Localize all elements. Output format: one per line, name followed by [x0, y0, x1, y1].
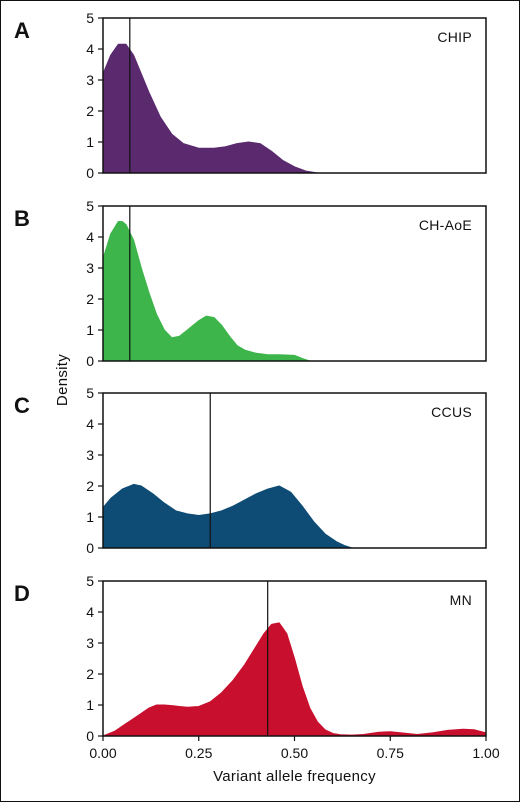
panel-letter-c: C [14, 393, 30, 418]
y-tick-label: 0 [86, 165, 94, 181]
x-tick-label: 0.50 [281, 745, 308, 761]
y-tick-label: 0 [86, 353, 94, 369]
y-tick-label: 1 [86, 697, 94, 713]
y-tick-label: 5 [86, 385, 94, 401]
y-tick-label: 4 [86, 41, 94, 57]
y-tick-label: 0 [86, 540, 94, 556]
x-axis-title: Variant allele frequency [213, 768, 376, 785]
y-tick-label: 2 [86, 478, 94, 494]
y-tick-label: 5 [86, 10, 94, 26]
y-tick-label: 2 [86, 666, 94, 682]
panel-letter-d: D [14, 581, 30, 606]
panel-border-b [102, 205, 487, 362]
panel-letter-a: A [14, 18, 30, 43]
y-tick-label: 2 [86, 103, 94, 119]
panel-letter-b: B [14, 206, 30, 231]
y-tick-label: 4 [86, 229, 94, 245]
y-tick-label: 4 [86, 416, 94, 432]
y-tick-label: 4 [86, 604, 94, 620]
y-tick-label: 2 [86, 291, 94, 307]
x-tick-label: 0.25 [185, 745, 212, 761]
y-tick-label: 3 [86, 260, 94, 276]
density-area-ch-aoe [102, 221, 311, 362]
x-tick-label: 0.00 [89, 745, 116, 761]
y-tick-label: 5 [86, 573, 94, 589]
density-area-mn [102, 622, 487, 737]
panel-label-ccus: CCUS [431, 404, 472, 420]
density-area-chip [102, 43, 318, 174]
x-tick-label: 1.00 [472, 745, 499, 761]
y-tick-label: 3 [86, 447, 94, 463]
y-axis-title: Density [54, 354, 71, 406]
panel-label-ch-aoe: CH-AoE [419, 217, 472, 233]
panel-label-chip: CHIP [437, 29, 472, 45]
panel-label-mn: MN [450, 592, 472, 608]
y-tick-label: 0 [86, 728, 94, 744]
y-tick-label: 5 [86, 198, 94, 214]
panel-border-c [102, 392, 487, 549]
density-area-ccus [102, 483, 353, 549]
panel-border-a [102, 17, 487, 174]
x-tick-label: 0.75 [377, 745, 404, 761]
y-tick-label: 1 [86, 322, 94, 338]
y-tick-label: 1 [86, 134, 94, 150]
y-tick-label: 3 [86, 72, 94, 88]
y-tick-label: 1 [86, 509, 94, 525]
y-tick-label: 3 [86, 635, 94, 651]
